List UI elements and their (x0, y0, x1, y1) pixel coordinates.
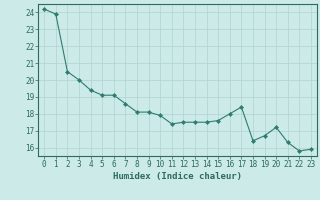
X-axis label: Humidex (Indice chaleur): Humidex (Indice chaleur) (113, 172, 242, 181)
